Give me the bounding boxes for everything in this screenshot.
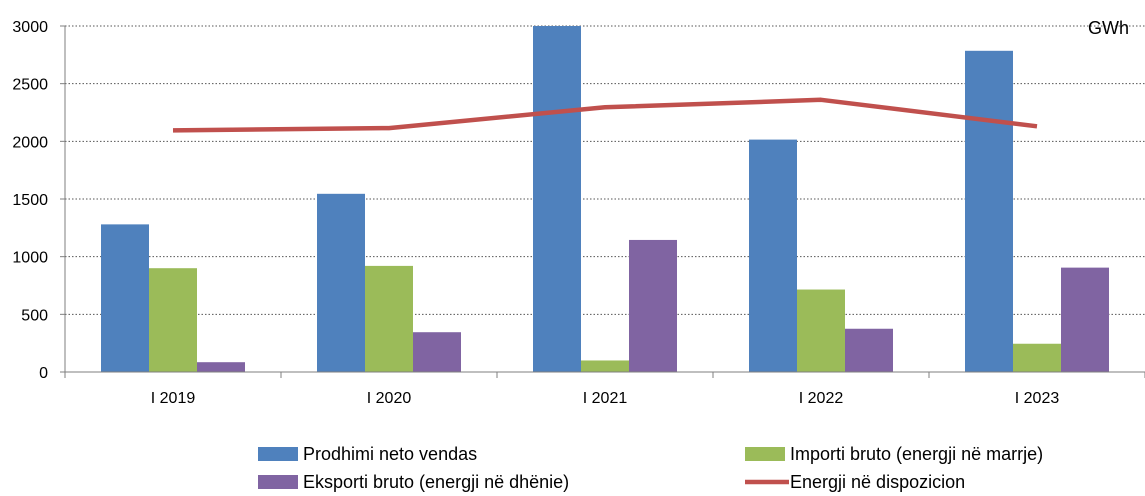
legend-label: Energji në dispozicion	[790, 472, 965, 492]
y-tick-label: 2500	[12, 77, 48, 94]
legend-swatch	[258, 475, 298, 489]
y-tick-label: 0	[39, 365, 48, 382]
unit-label: GWh	[1088, 18, 1129, 38]
bar	[1013, 343, 1061, 372]
x-tick-label: I 2023	[1015, 390, 1060, 407]
bar	[845, 328, 893, 372]
bar	[1061, 267, 1109, 372]
x-tick-label: I 2022	[799, 390, 844, 407]
bar	[197, 362, 245, 372]
bar	[629, 239, 677, 372]
bar	[797, 289, 845, 372]
legend-swatch	[258, 447, 298, 461]
bar	[149, 268, 197, 372]
legend-swatch	[745, 447, 785, 461]
bar	[581, 360, 629, 372]
bar	[365, 265, 413, 372]
bar	[965, 50, 1013, 373]
legend-label: Prodhimi neto vendas	[303, 444, 477, 464]
bars	[101, 26, 1109, 373]
bar	[317, 193, 365, 372]
y-tick-label: 1500	[12, 192, 48, 209]
bar	[101, 224, 149, 372]
x-axis-ticks: I 2019 I 2020 I 2021 I 2022 I 2023	[151, 390, 1060, 407]
bar	[413, 332, 461, 372]
y-tick-label: 1000	[12, 250, 48, 267]
line-series	[172, 97, 1038, 133]
series-line	[172, 97, 1038, 133]
y-axis-ticks: 0 500 1000 1500 2000 2500 3000	[12, 19, 48, 382]
bar	[749, 139, 797, 372]
x-tick-label: I 2019	[151, 390, 196, 407]
y-tick-label: 3000	[12, 19, 48, 36]
bar	[533, 26, 581, 372]
axes	[60, 25, 1145, 378]
x-tick-label: I 2021	[583, 390, 628, 407]
legend: Prodhimi neto vendas Importi bruto (energ…	[258, 444, 1043, 492]
x-tick-label: I 2020	[367, 390, 412, 407]
y-tick-label: 2000	[12, 134, 48, 151]
legend-label: Importi bruto (energji në marrje)	[790, 444, 1043, 464]
legend-label: Eksporti bruto (energji në dhënie)	[303, 472, 569, 492]
y-tick-label: 500	[21, 307, 48, 324]
